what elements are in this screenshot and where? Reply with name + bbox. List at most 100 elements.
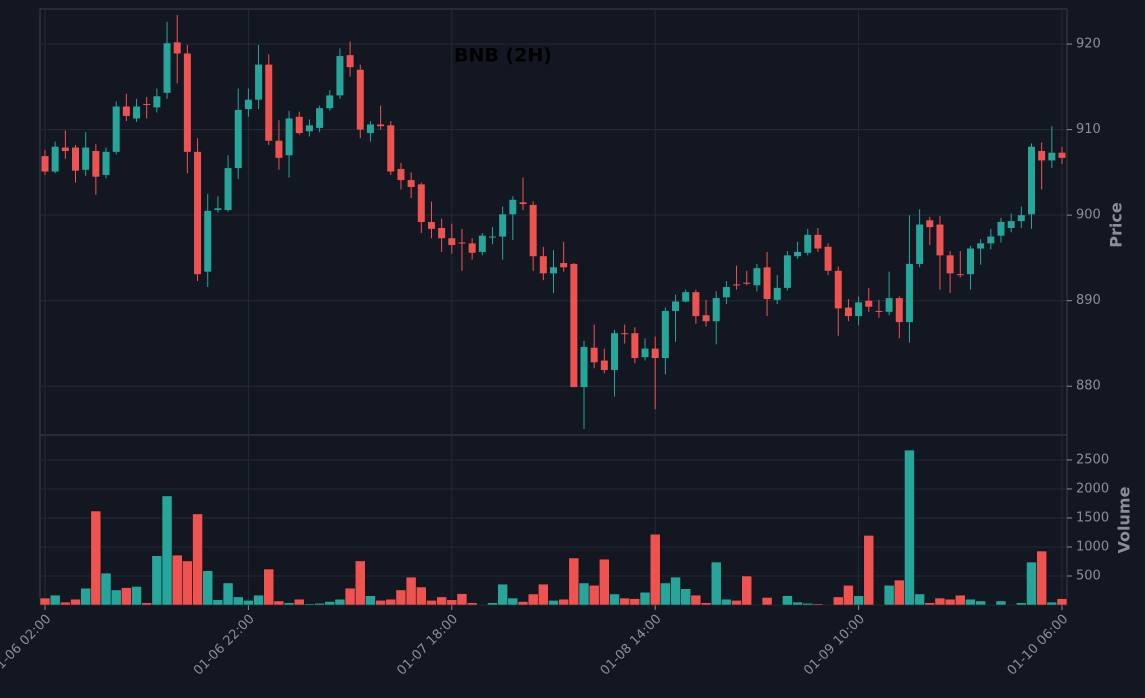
candle-body [661, 310, 669, 359]
volume-bar [192, 513, 203, 606]
candle-body [702, 315, 710, 322]
candle-body [387, 125, 395, 172]
candle-body [733, 284, 741, 286]
candle-body [509, 199, 517, 215]
candle-body [560, 263, 568, 268]
volume-bar [324, 601, 336, 606]
candle-body [112, 106, 120, 152]
volume-bar [883, 585, 895, 606]
volume-bar [202, 570, 213, 606]
x-tick-label: 01-06 02:00 [0, 612, 54, 679]
candle-body [519, 202, 527, 205]
candle-body [51, 146, 59, 172]
candle-body [346, 55, 354, 68]
candle-body [1027, 146, 1035, 215]
volume-bar [70, 598, 81, 606]
volume-bar [1046, 601, 1058, 606]
volume-bar [182, 560, 193, 606]
y-axis-label: Price [1107, 202, 1126, 248]
y-tick-label: 890 [1076, 293, 1101, 308]
volume-bar [934, 597, 946, 606]
volume-bar [1026, 561, 1037, 606]
candle-body [122, 106, 130, 116]
candle-body [173, 42, 181, 54]
volume-bar [558, 598, 569, 606]
candle-body [539, 256, 547, 274]
candle-body [814, 234, 822, 249]
y-tick-label: 920 [1076, 37, 1101, 52]
volume-bar [680, 588, 691, 606]
candle-body [336, 56, 344, 96]
candle-body [92, 151, 100, 177]
volume-bar [131, 586, 142, 606]
candle-body [712, 298, 720, 322]
candle-body [997, 222, 1005, 236]
volume-bar [39, 597, 51, 606]
candle-body [326, 95, 334, 109]
y-tick-label: 910 [1076, 122, 1101, 137]
candle-body [641, 348, 649, 358]
volume-bar [863, 535, 875, 606]
volume-tick-label: 2000 [1076, 481, 1109, 496]
volume-bar [1056, 598, 1068, 606]
volume-bar [639, 591, 651, 606]
volume-bar [568, 557, 580, 606]
candle-body [448, 238, 456, 246]
volume-bar [507, 597, 519, 606]
candle-body [214, 208, 222, 211]
candle-body [499, 214, 507, 237]
volume-bar [314, 603, 325, 606]
candle-body [1048, 152, 1056, 161]
candle-body [234, 109, 242, 169]
candle-body [794, 251, 802, 257]
volume-bar [1005, 604, 1017, 606]
candle-body [265, 64, 273, 141]
volume-bar [365, 595, 376, 606]
candle-body [722, 287, 730, 298]
candle-body [1017, 215, 1025, 222]
volume-bar [578, 582, 590, 606]
candle-body [600, 360, 608, 370]
candle-body [194, 151, 202, 275]
candle-body [427, 222, 435, 229]
volume-bar [914, 593, 925, 606]
candle-body [133, 106, 141, 119]
candle-body [987, 236, 995, 244]
candle-body [844, 307, 852, 317]
volume-bar [843, 585, 854, 606]
candle-body [224, 168, 232, 211]
volume-bar [1016, 602, 1027, 606]
candle-body [407, 180, 415, 187]
volume-bar [100, 572, 112, 606]
candle-body [692, 292, 700, 317]
candle-body [966, 248, 974, 275]
candle-body [529, 204, 537, 257]
volume-bar [731, 600, 742, 606]
volume-bar [629, 598, 641, 606]
candle-body [773, 287, 781, 300]
candle-body [366, 124, 374, 134]
candle-body [356, 69, 364, 130]
volume-bar [385, 598, 397, 606]
volume-bar [771, 604, 783, 606]
candle-body [102, 151, 110, 175]
volume-bar [619, 597, 630, 606]
x-tick-label: 01-10 06:00 [1005, 612, 1072, 679]
candle-body [834, 270, 842, 309]
volume-bar [822, 604, 834, 606]
x-tick-label: 01-06 22:00 [191, 612, 258, 679]
volume-bar [344, 587, 356, 606]
candle-body [580, 346, 588, 388]
volume-bar [171, 554, 183, 606]
volume-bar [710, 561, 722, 606]
volume-bar [527, 593, 539, 606]
candle-body [488, 236, 496, 238]
candle-body [621, 333, 629, 335]
volume-bar [416, 586, 427, 606]
volume-bar [232, 596, 244, 606]
volume-bar [894, 579, 905, 606]
candle-body [41, 156, 49, 172]
volume-bar [110, 589, 122, 606]
chart-title: BNB (2H) [454, 45, 552, 67]
